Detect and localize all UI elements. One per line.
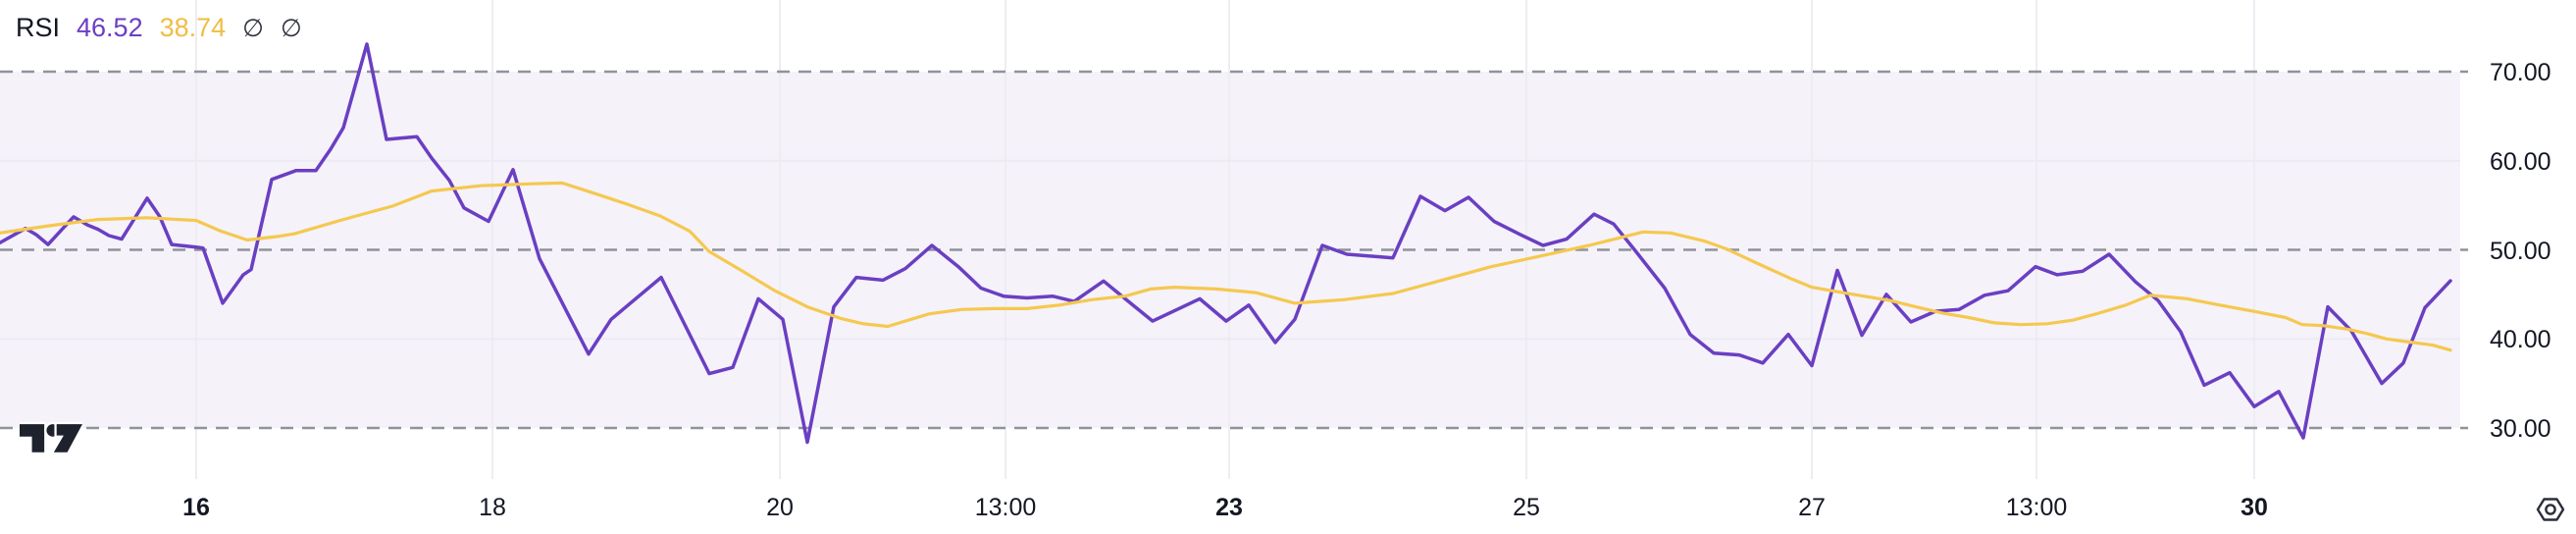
time-tick-label: 30 bbox=[2241, 494, 2268, 521]
indicator-title: RSI bbox=[16, 13, 61, 42]
price-tick-label: 30.00 bbox=[2490, 415, 2551, 443]
price-tick-label: 70.00 bbox=[2490, 59, 2551, 86]
time-tick-label: 25 bbox=[1513, 494, 1540, 521]
price-axis[interactable]: 70.00 60.00 50.00 40.00 30.00 bbox=[2462, 0, 2576, 534]
time-tick-label: 20 bbox=[766, 494, 794, 521]
tv-logo-t bbox=[17, 421, 47, 454]
tradingview-logo[interactable] bbox=[17, 421, 85, 461]
time-tick-label: 13:00 bbox=[974, 494, 1037, 521]
price-tick-label: 50.00 bbox=[2490, 237, 2551, 265]
rsi-value: 46.52 bbox=[77, 13, 143, 42]
pane-settings-icon[interactable] bbox=[2535, 496, 2566, 528]
indicator-legend[interactable]: RSI 46.52 38.74 ∅ ∅ bbox=[16, 12, 302, 44]
time-tick-label: 23 bbox=[1215, 494, 1243, 521]
upper-band-null-value: ∅ bbox=[242, 15, 264, 42]
rsi-line[interactable] bbox=[0, 42, 2452, 445]
time-tick-label: 13:00 bbox=[2005, 494, 2068, 521]
time-tick-label: 16 bbox=[182, 494, 210, 521]
price-tick-label: 40.00 bbox=[2490, 326, 2551, 354]
rsi-ma-value: 38.74 bbox=[159, 13, 227, 42]
tv-logo-seven bbox=[51, 421, 85, 454]
lower-band-null-value: ∅ bbox=[280, 15, 302, 42]
time-tick-label: 27 bbox=[1798, 494, 1826, 521]
rsi-ma-line[interactable] bbox=[0, 181, 2452, 352]
time-tick-label: 18 bbox=[479, 494, 506, 521]
time-axis[interactable]: 16 18 20 13:00 23 25 27 13:00 30 bbox=[0, 479, 2462, 534]
price-tick-label: 60.00 bbox=[2490, 147, 2551, 176]
